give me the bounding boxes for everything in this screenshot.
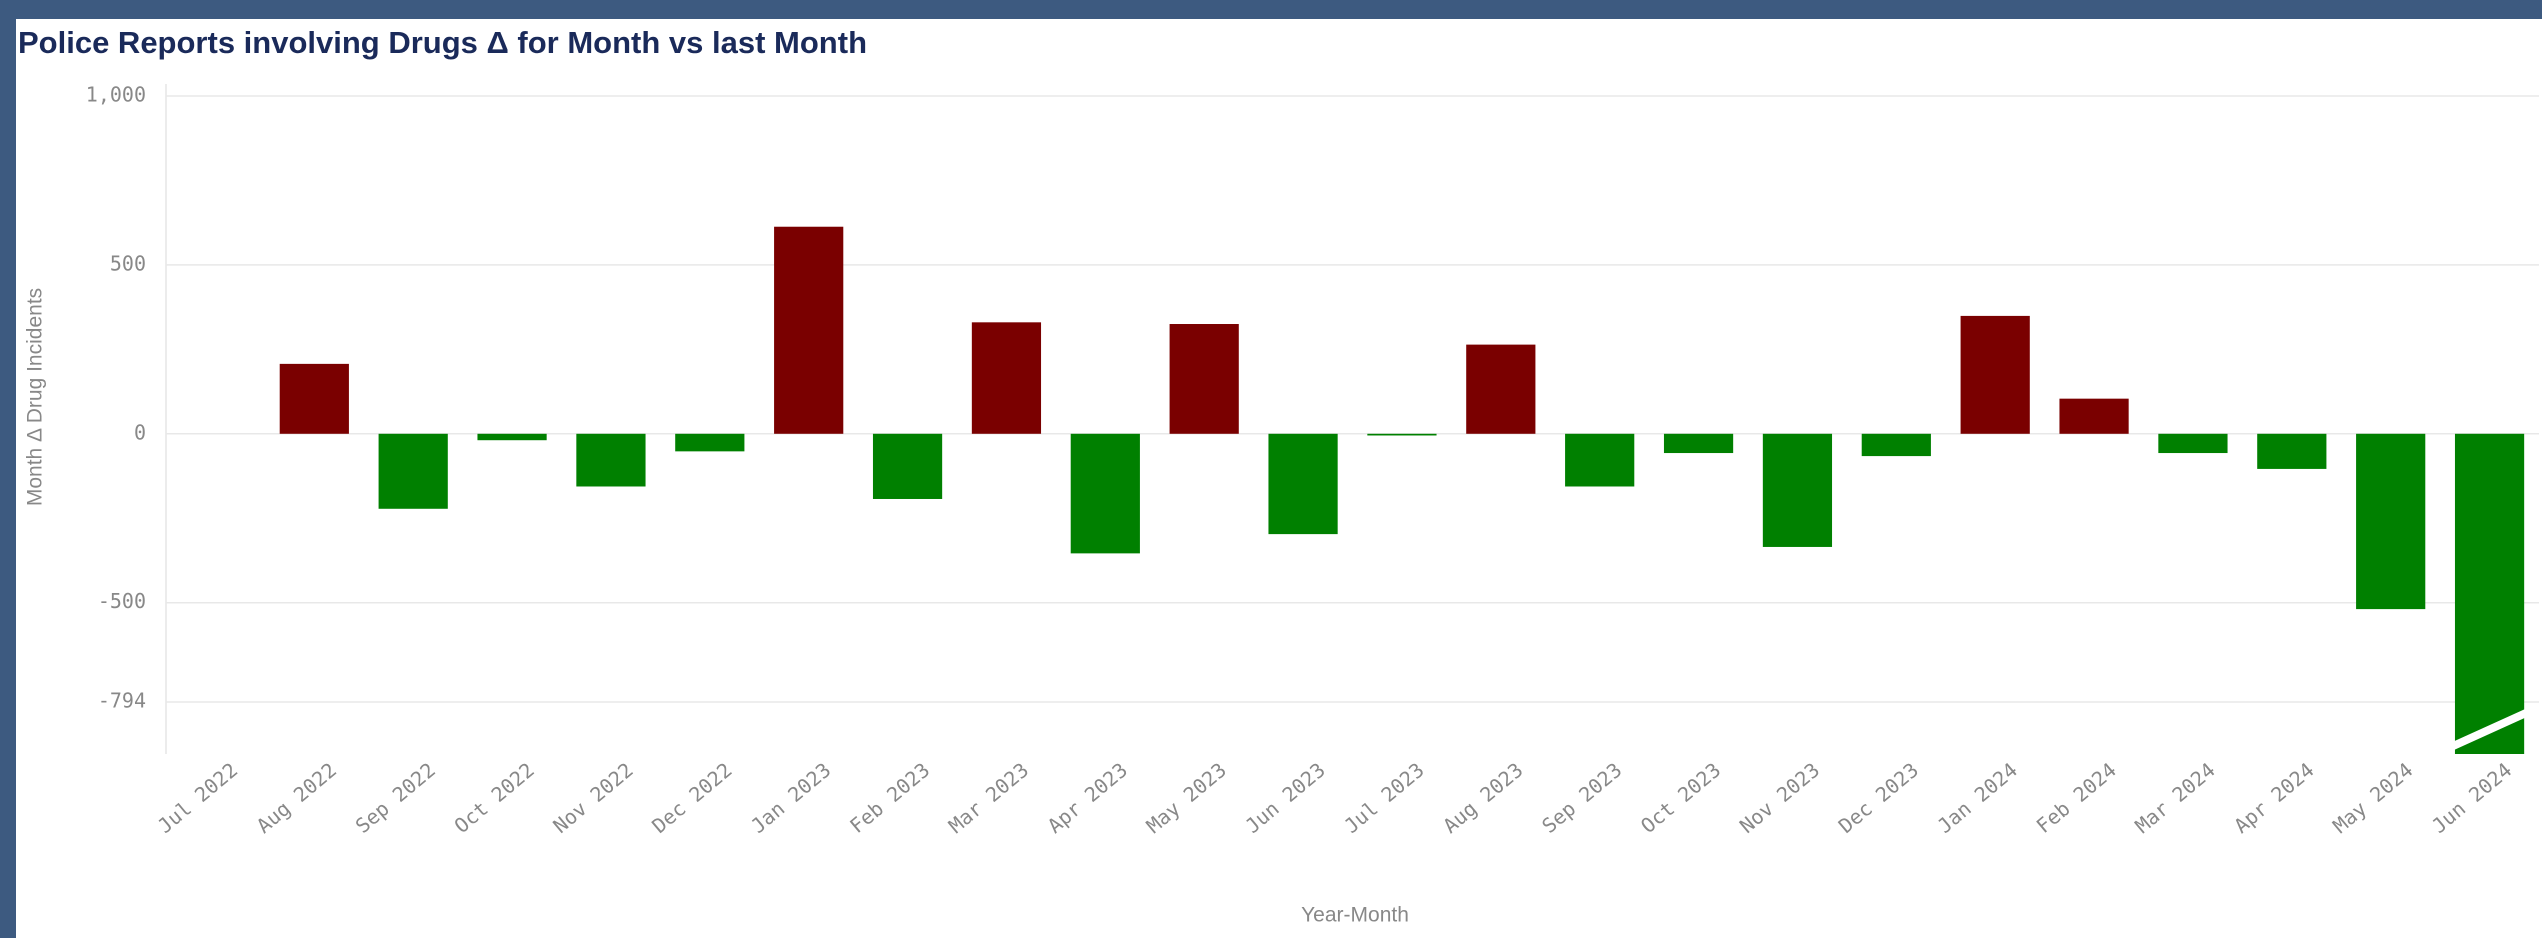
bar [1762, 433, 1833, 547]
bar [872, 433, 943, 499]
x-axis-title: Year-Month [1301, 904, 1409, 927]
bar [279, 363, 349, 434]
y-tick-label: 0 [134, 420, 146, 444]
bar [1070, 433, 1140, 554]
bar [1861, 433, 1931, 457]
x-tick-label: Jan 2023 [746, 758, 835, 838]
x-tick-label: Mar 2023 [944, 758, 1033, 838]
bar [1960, 315, 2030, 434]
bar [1565, 433, 1635, 487]
x-tick-label: May 2024 [2328, 758, 2417, 838]
y-tick-label: -500 [98, 589, 146, 613]
x-tick-label: Aug 2022 [252, 758, 341, 838]
bar [774, 226, 844, 434]
x-tick-label: Apr 2024 [2229, 758, 2318, 838]
bar [2257, 433, 2327, 469]
x-tick-label: May 2023 [1142, 758, 1231, 838]
bar [1663, 433, 1734, 454]
y-tick-label: 1,000 [86, 83, 146, 107]
frame-top [0, 0, 2542, 19]
x-tick-label: Sep 2022 [351, 758, 440, 838]
x-tick-label: Jun 2023 [1241, 758, 1330, 838]
x-tick-label: Nov 2022 [548, 758, 637, 838]
y-tick-label: -794 [98, 689, 146, 713]
bar [378, 433, 448, 509]
axis-break [2449, 708, 2530, 751]
x-tick-label: Jun 2024 [2427, 758, 2516, 838]
x-tick-label: Aug 2023 [1438, 758, 1527, 838]
bar [1367, 433, 1437, 436]
bar [1169, 324, 1239, 434]
y-tick-label: 500 [110, 251, 146, 275]
bar [1268, 433, 1338, 535]
bar [477, 433, 547, 441]
bar [2158, 433, 2228, 454]
x-tick-label: Sep 2023 [1537, 758, 1626, 838]
x-tick-label: Jul 2023 [1339, 758, 1428, 838]
x-tick-label: Oct 2022 [450, 758, 539, 838]
frame-left [0, 0, 16, 938]
x-tick-label: Apr 2023 [1043, 758, 1132, 838]
x-tick-label: Dec 2022 [647, 758, 736, 838]
x-tick-label: Jan 2024 [1933, 758, 2022, 838]
bar [1466, 344, 1536, 434]
x-tick-label: Dec 2023 [1834, 758, 1923, 838]
bar [971, 322, 1042, 434]
bar [2059, 398, 2129, 434]
y-axis-title: Month Δ Drug Incidents [24, 288, 47, 506]
x-tick-label: Mar 2024 [2130, 758, 2219, 838]
x-tick-label: Nov 2023 [1735, 758, 1824, 838]
x-tick-label: Jul 2022 [153, 758, 242, 838]
x-tick-label: Oct 2023 [1636, 758, 1725, 838]
chart-title: Police Reports involving Drugs Δ for Mon… [18, 25, 867, 60]
bar [2356, 433, 2426, 610]
bars [279, 226, 2530, 754]
bar [576, 433, 646, 487]
x-tick-label: Feb 2023 [845, 758, 934, 838]
x-tick-label: Feb 2024 [2032, 758, 2121, 838]
bar [675, 433, 745, 452]
bar [2454, 433, 2525, 754]
